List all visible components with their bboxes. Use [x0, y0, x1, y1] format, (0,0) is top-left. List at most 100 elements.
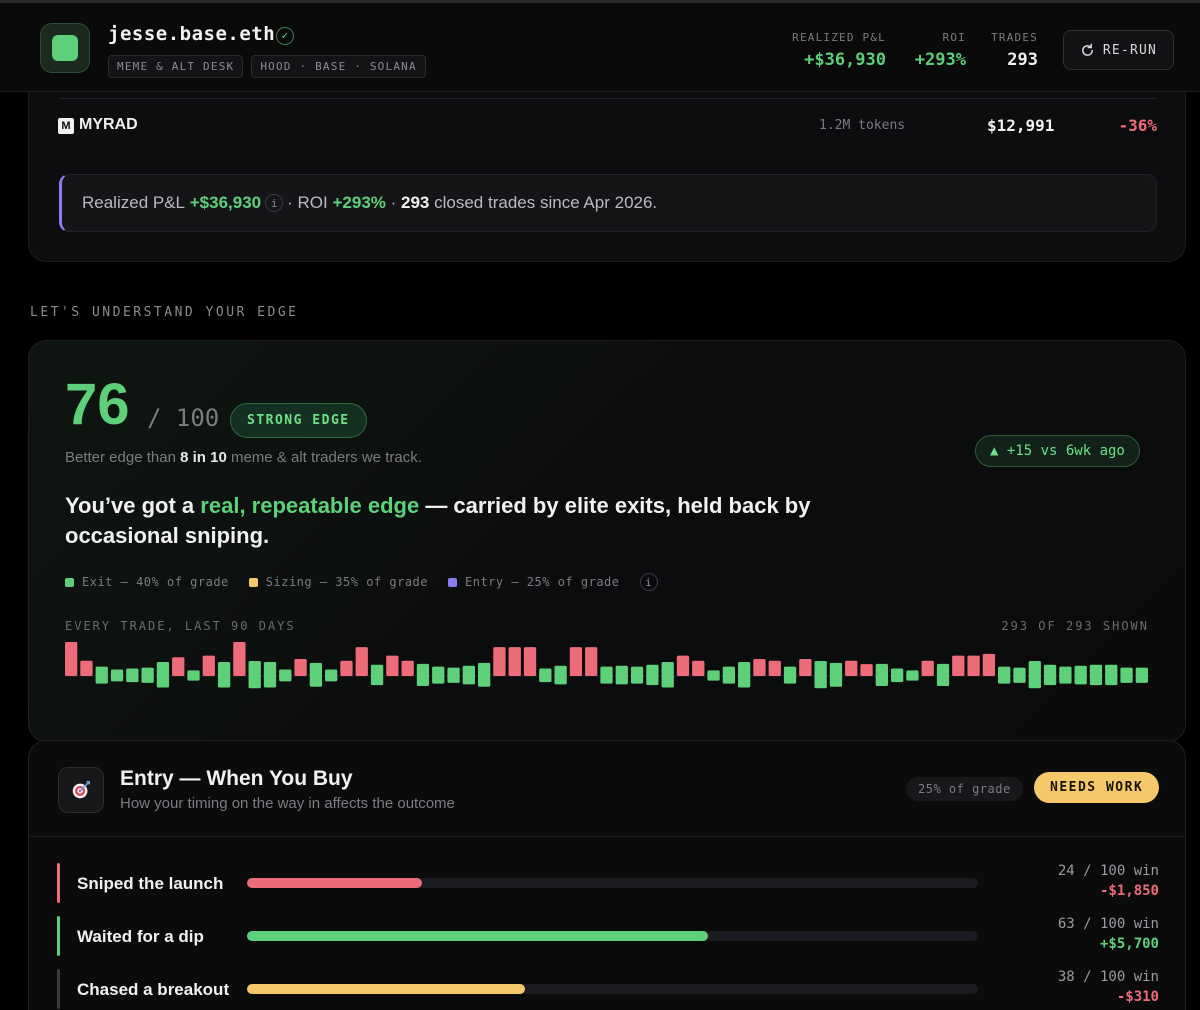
trade-bar[interactable] [539, 668, 552, 683]
trade-bar[interactable] [845, 660, 858, 676]
trade-bar[interactable] [615, 665, 628, 685]
trade-bar[interactable] [508, 647, 521, 676]
trade-bar[interactable] [738, 661, 751, 688]
entry-row-breakout[interactable]: Chased a breakout 38 / 100 win -$310 [57, 969, 1159, 1009]
trade-bar[interactable] [1135, 667, 1148, 683]
trade-bar[interactable] [998, 666, 1011, 684]
trade-bar[interactable] [126, 668, 139, 683]
trade-bar[interactable] [630, 666, 644, 684]
trade-bar[interactable] [187, 670, 200, 681]
trade-bar[interactable] [1089, 664, 1103, 686]
stat-realized-pnl: REALIZED P&L +$36,930 [770, 31, 886, 70]
trade-bar[interactable] [355, 647, 368, 676]
trade-bar[interactable] [263, 661, 277, 688]
legend-exit: Exit — 40% of grade [65, 575, 229, 589]
trade-bar[interactable] [799, 659, 812, 676]
trade-bar[interactable] [477, 662, 491, 687]
trade-bar[interactable] [783, 666, 797, 684]
trade-bar[interactable] [110, 669, 124, 682]
row-pnl: -$310 [1116, 989, 1159, 1005]
trade-bar[interactable] [753, 659, 766, 676]
trade-bar[interactable] [1105, 664, 1118, 686]
trade-bar[interactable] [172, 657, 185, 676]
trade-bar[interactable] [1059, 666, 1072, 684]
trade-bar[interactable] [416, 663, 430, 686]
trade-bar[interactable] [462, 665, 475, 685]
trade-bar[interactable] [156, 661, 170, 688]
percentile-value: 8 in 10 [180, 449, 227, 466]
trade-bar[interactable] [967, 655, 980, 676]
trade-bar[interactable] [600, 666, 613, 684]
trade-bar[interactable] [493, 647, 506, 676]
row-win-rate: 24 / 100 win [1057, 863, 1159, 879]
trade-bar[interactable] [248, 661, 261, 689]
stat-value: 293 [1007, 50, 1038, 70]
trade-bar[interactable] [202, 655, 215, 676]
trade-bar[interactable] [661, 661, 674, 688]
summary-trades-text: closed trades since Apr 2026. [434, 193, 658, 212]
trade-bar[interactable] [432, 666, 445, 684]
trade-bar[interactable] [875, 663, 888, 686]
entry-subtitle: How your timing on the way in affects th… [120, 795, 455, 812]
rerun-button[interactable]: RE-RUN [1063, 30, 1174, 70]
trade-bar[interactable] [982, 653, 996, 676]
trade-bar[interactable] [95, 666, 108, 684]
header-bar: jesse.base.eth ✓ MEME & ALT DESK HOOD · … [0, 0, 1200, 92]
trade-bar[interactable] [829, 662, 843, 687]
trade-bar[interactable] [370, 664, 384, 686]
entry-row-dip[interactable]: Waited for a dip 63 / 100 win +$5,700 [57, 916, 1159, 956]
grade-legend: Exit — 40% of grade Sizing — 35% of grad… [65, 573, 662, 591]
trade-bar[interactable] [294, 659, 307, 676]
summary-roi-label: · ROI [287, 193, 328, 212]
legend-label: Exit — 40% of grade [82, 575, 229, 589]
win-rate-bar [247, 878, 978, 888]
trade-bar[interactable] [921, 660, 934, 676]
trade-bar[interactable] [814, 661, 827, 689]
verdict-highlight: real, repeatable edge [200, 493, 420, 518]
trades-chart-label: EVERY TRADE, LAST 90 DAYS [65, 619, 296, 633]
trade-bar[interactable] [906, 670, 919, 681]
token-name: MYRAD [79, 116, 138, 133]
trade-bar[interactable] [233, 642, 246, 676]
trade-bar[interactable] [1028, 661, 1041, 689]
entry-row-sniped[interactable]: Sniped the launch 24 / 100 win -$1,850 [57, 863, 1159, 903]
trade-bar[interactable] [141, 667, 154, 683]
trade-bar[interactable] [340, 660, 353, 676]
trade-bar[interactable] [936, 663, 950, 686]
trade-bar[interactable] [585, 647, 598, 676]
trade-bar[interactable] [1074, 665, 1087, 685]
win-rate-fill [247, 984, 525, 994]
entry-card: Entry — When You Buy How your timing on … [28, 740, 1186, 1010]
trade-bar[interactable] [1120, 667, 1133, 683]
trade-bar[interactable] [1013, 667, 1026, 683]
info-icon[interactable]: i [265, 194, 284, 212]
summary-pnl-value: +$36,930 [189, 193, 262, 212]
trade-bar[interactable] [722, 666, 736, 684]
trade-bar[interactable] [952, 655, 965, 676]
trade-bar[interactable] [676, 655, 690, 676]
trade-bar[interactable] [279, 669, 292, 682]
token-logo: M [58, 118, 74, 134]
trade-bar[interactable] [890, 668, 904, 683]
trade-bar[interactable] [1043, 664, 1057, 686]
trade-bar[interactable] [860, 664, 873, 676]
trade-bar[interactable] [707, 670, 720, 681]
trade-bar[interactable] [646, 664, 659, 686]
trade-bar[interactable] [386, 655, 399, 676]
trade-bar[interactable] [692, 660, 705, 676]
trade-bar[interactable] [447, 667, 460, 683]
trade-bar[interactable] [523, 647, 537, 676]
trade-bar[interactable] [309, 662, 323, 687]
win-rate-fill [247, 931, 708, 941]
trade-bar[interactable] [569, 647, 583, 676]
trade-bar[interactable] [401, 660, 414, 676]
summary-roi-value: +293% [332, 193, 386, 212]
avatar [40, 23, 90, 73]
trade-bar[interactable] [80, 660, 93, 676]
trade-bar[interactable] [65, 642, 78, 676]
trade-bar[interactable] [217, 661, 231, 688]
trade-bar[interactable] [325, 669, 338, 682]
trade-bar[interactable] [554, 665, 567, 685]
trade-bar[interactable] [768, 660, 781, 676]
info-icon[interactable]: i [639, 573, 658, 591]
